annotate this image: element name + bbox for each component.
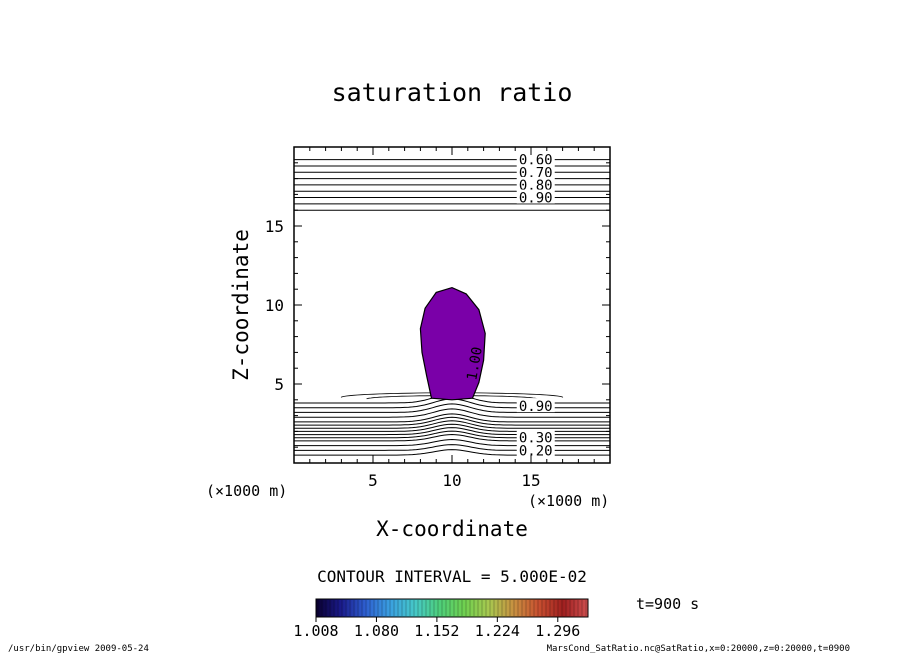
colorbar-tick-label: 1.296 [535,622,580,640]
supersaturated-region [419,286,486,401]
colorbar-tick-label: 1.080 [354,622,399,640]
contour-label-bg [516,176,555,191]
contour-line [294,438,610,447]
contour-line [294,427,610,436]
colorbar-tick-label: 1.008 [293,622,338,640]
x-tick-label: 10 [442,471,461,490]
contour-labels: 0.600.700.800.901.000.900.300.20 [464,151,555,459]
colorbar-stripes [317,600,587,616]
contour-line [294,413,610,423]
contour-label-bg [516,189,555,204]
y-tick-label: 10 [265,296,284,315]
contour-label-bg [516,429,555,444]
axis-ticks: 5 10 15 5 10 15 [265,146,611,490]
y-axis-label: Z-coordinate [229,229,253,381]
contour-label-bg [516,442,555,457]
contour-label: 0.20 [519,443,553,459]
y-tick-label: 15 [265,217,284,236]
x-unit-label: (×1000 m) [528,492,609,510]
chart-title: saturation ratio [332,78,573,107]
contour-layer [294,159,610,456]
time-annotation: t=900 s [636,595,699,613]
contour-interval-text: CONTOUR INTERVAL = 5.000E-02 [317,567,587,586]
y-unit-label: (×1000 m) [206,482,287,500]
contour-line [294,408,610,418]
x-tick-label: 15 [521,471,540,490]
contour-label: 0.90 [519,399,553,415]
contour-line [294,420,610,429]
colorbar [315,598,589,618]
contour-label-bg [516,151,555,166]
contour-line [294,449,610,456]
colorbar-ticks: 1.008 1.080 1.152 1.224 1.296 [293,617,580,640]
contour-line [294,423,610,432]
contour-line [294,430,610,439]
contour-line [294,433,610,442]
colorbar-tick-label: 1.152 [414,622,459,640]
x-axis-label: X-coordinate [376,517,528,541]
contour-line [294,416,610,426]
contour-label-bg [516,164,555,179]
footer-left: /usr/bin/gpview 2009-05-24 [8,644,149,654]
colorbar-tick-label: 1.224 [475,622,520,640]
contour-line [294,444,610,451]
contour-label-bg [516,398,555,413]
y-tick-label: 5 [274,375,284,394]
contour-label: 0.90 [519,191,553,207]
contour-label: 1.00 [464,346,486,382]
x-tick-label: 5 [368,471,378,490]
contour-line [294,403,610,413]
footer-right: MarsCond_SatRatio.nc@SatRatio,x=0:20000,… [547,644,850,654]
